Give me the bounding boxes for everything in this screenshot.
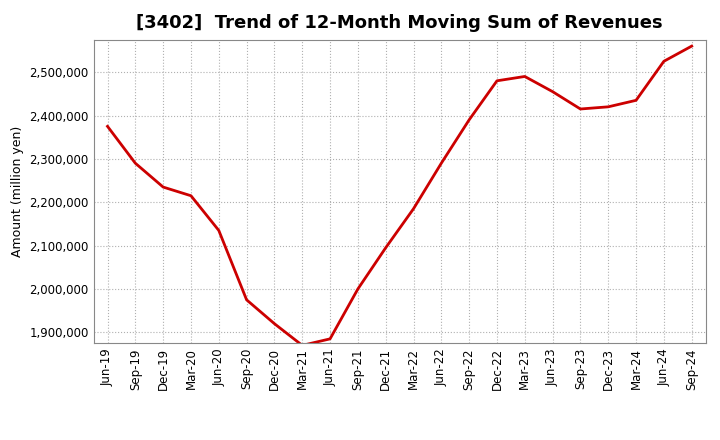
Title: [3402]  Trend of 12-Month Moving Sum of Revenues: [3402] Trend of 12-Month Moving Sum of R… xyxy=(136,15,663,33)
Y-axis label: Amount (million yen): Amount (million yen) xyxy=(11,126,24,257)
